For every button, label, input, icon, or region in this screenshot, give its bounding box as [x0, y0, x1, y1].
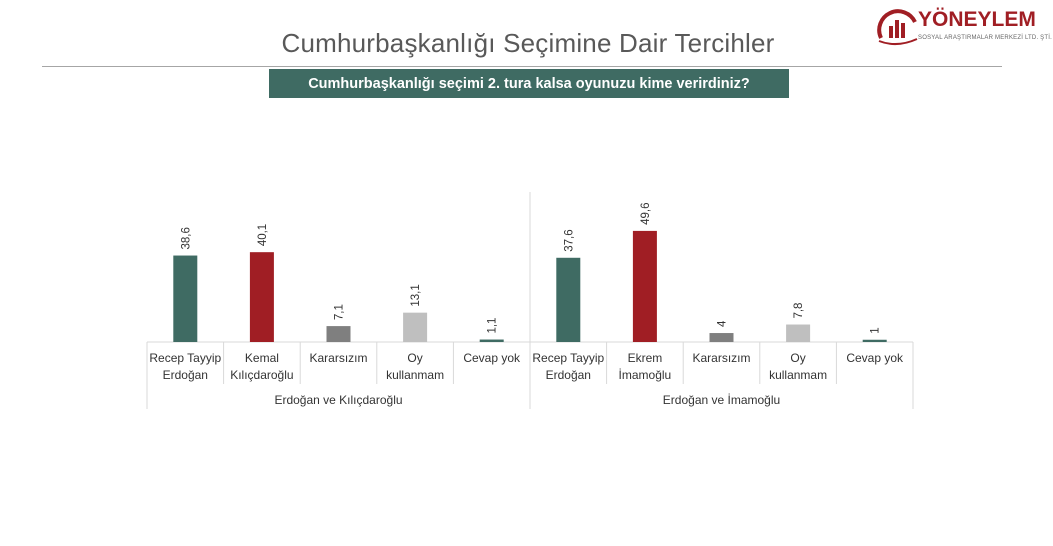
category-label: Kılıçdaroğlu [230, 368, 293, 382]
bar [862, 339, 887, 342]
bar [173, 255, 198, 342]
category-label: Cevap yok [846, 351, 904, 365]
logo-subtitle: SOSYAL ARAŞTIRMALAR MERKEZİ LTD. ŞTİ. [918, 35, 1052, 41]
data-label: 7,8 [793, 303, 805, 319]
data-label: 4 [717, 320, 729, 327]
bar [403, 312, 428, 342]
bar [326, 326, 351, 342]
data-label: 7,1 [334, 304, 346, 320]
bar [632, 230, 657, 342]
category-label: Recep Tayyip [149, 351, 221, 365]
bar [249, 252, 274, 342]
data-label: 40,1 [257, 224, 269, 246]
category-label: kullanmam [386, 368, 444, 382]
category-label: Kararsızım [309, 351, 367, 365]
category-label: kullanmam [769, 368, 827, 382]
category-label: Ekrem [628, 351, 663, 365]
category-label: Oy [407, 351, 422, 365]
question-text: Cumhurbaşkanlığı seçimi 2. tura kalsa oy… [308, 75, 750, 92]
logo-arc-icon [877, 9, 917, 39]
bar [786, 324, 811, 342]
data-label: 13,1 [410, 284, 422, 306]
data-label: 1 [870, 327, 882, 333]
data-label: 37,6 [563, 229, 575, 251]
data-label: 1,1 [487, 318, 499, 334]
bar [556, 257, 581, 342]
data-label: 38,6 [180, 227, 192, 249]
logo-hand-icon [878, 38, 918, 45]
bar [479, 339, 504, 342]
logo-bar-icon [895, 20, 899, 38]
logo-bar-icon [901, 23, 905, 38]
group-label: Erdoğan ve Kılıçdaroğlu [274, 393, 402, 407]
bar [709, 333, 734, 342]
group-label: Erdoğan ve İmamoğlu [663, 393, 780, 407]
title-divider [42, 66, 1002, 67]
page-title: Cumhurbaşkanlığı Seçimine Dair Tercihler [281, 28, 775, 58]
category-label: Cevap yok [463, 351, 521, 365]
category-label: Recep Tayyip [532, 351, 604, 365]
logo-name: YÖNEYLEM [918, 8, 1036, 31]
category-label: Kemal [245, 351, 279, 365]
category-label: Erdoğan [163, 368, 208, 382]
logo-bar-icon [889, 26, 893, 38]
data-label: 49,6 [640, 203, 652, 225]
category-label: Oy [790, 351, 805, 365]
category-label: Erdoğan [546, 368, 591, 382]
category-label: İmamoğlu [619, 368, 672, 382]
question-banner: Cumhurbaşkanlığı seçimi 2. tura kalsa oy… [269, 69, 789, 98]
category-label: Kararsızım [692, 351, 750, 365]
brand-logo [877, 9, 918, 45]
